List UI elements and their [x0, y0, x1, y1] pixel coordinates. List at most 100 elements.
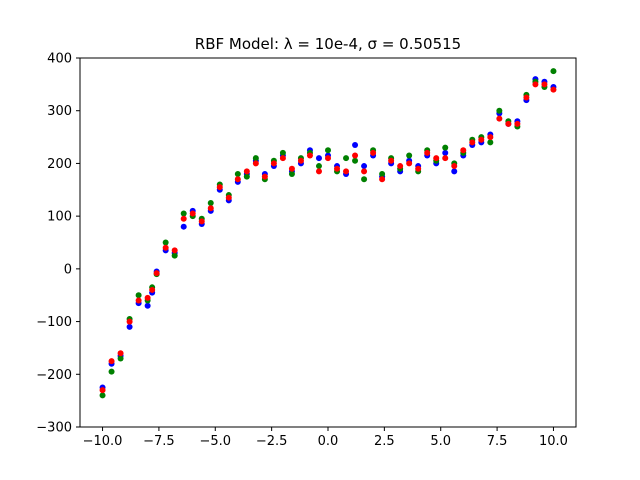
data-point-series-1	[288, 170, 295, 177]
data-point-series-2	[433, 155, 440, 162]
data-point-series-2	[415, 165, 422, 172]
data-point-series-2	[252, 160, 259, 167]
data-point-series-2	[189, 210, 196, 217]
data-point-series-2	[523, 94, 530, 101]
x-tick-label: 10.0	[539, 434, 568, 449]
data-point-series-1	[325, 147, 331, 154]
data-point-series-2	[487, 134, 494, 141]
data-point-series-2	[153, 270, 160, 277]
x-tick-label: 0.0	[318, 434, 339, 449]
data-point-series-2	[406, 160, 413, 167]
data-point-series-2	[288, 165, 295, 172]
data-point-series-2	[478, 136, 485, 143]
data-point-series-1	[352, 157, 359, 164]
y-tick-label: 200	[47, 157, 72, 172]
data-point-series-2	[370, 149, 377, 156]
data-point-series-2	[306, 152, 313, 159]
data-point-series-1	[361, 176, 368, 183]
data-point-series-2	[171, 247, 178, 254]
data-point-series-2	[234, 176, 241, 183]
data-point-series-0	[180, 223, 187, 230]
data-point-series-2	[216, 184, 223, 191]
data-point-series-1	[135, 292, 142, 299]
data-point-series-2	[325, 155, 331, 162]
data-point-series-1	[279, 149, 286, 156]
data-point-series-2	[297, 157, 304, 164]
x-tick-label: 5.0	[430, 434, 451, 449]
data-point-series-1	[379, 170, 386, 177]
data-point-series-2	[334, 165, 341, 172]
data-point-series-2	[243, 168, 250, 175]
data-point-series-2	[126, 318, 133, 325]
data-point-series-1	[487, 139, 494, 146]
data-point-series-1	[406, 152, 413, 159]
data-point-series-1	[171, 252, 178, 259]
y-tick-label: 0	[64, 262, 72, 277]
data-point-series-2	[460, 147, 467, 154]
data-point-series-2	[352, 152, 359, 159]
y-tick-label: 100	[47, 210, 72, 225]
data-point-series-2	[505, 120, 512, 127]
data-point-series-2	[117, 350, 124, 357]
data-point-series-2	[424, 149, 431, 156]
data-point-series-1	[496, 107, 503, 114]
chart-title: RBF Model: λ = 10e-4, σ = 0.50515	[195, 35, 461, 53]
y-tick-label: −200	[36, 368, 72, 383]
data-point-series-2	[541, 81, 548, 88]
data-point-series-0	[352, 141, 359, 148]
data-point-series-2	[379, 176, 386, 183]
data-point-series-2	[270, 160, 277, 167]
data-point-series-1	[207, 199, 214, 206]
x-tick-label: −10.0	[83, 434, 123, 449]
data-point-series-2	[149, 286, 156, 293]
data-point-series-2	[343, 168, 350, 175]
data-point-series-2	[550, 86, 557, 93]
data-point-series-2	[108, 358, 115, 365]
data-point-series-0	[126, 323, 133, 330]
data-point-series-1	[108, 368, 115, 375]
x-tick-label: −2.5	[256, 434, 288, 449]
data-point-series-1	[442, 144, 449, 151]
x-tick-label: −5.0	[199, 434, 231, 449]
data-point-series-2	[388, 157, 395, 164]
data-point-series-2	[162, 244, 169, 251]
x-tick-label: 7.5	[487, 434, 508, 449]
data-point-series-0	[451, 168, 458, 175]
data-point-series-2	[261, 173, 268, 180]
axes-layer: −10.0 −7.5 −5.0 −2.5 0.0 2.5 5.0 7.5 10.0 −300 −20…	[36, 52, 577, 449]
data-point-series-2	[451, 163, 458, 170]
y-tick-label: −100	[36, 315, 72, 330]
data-point-series-2	[198, 218, 205, 225]
y-tick-label: 400	[47, 52, 72, 67]
data-point-series-2	[99, 387, 106, 394]
data-point-series-2	[279, 155, 286, 162]
points-layer	[99, 68, 557, 399]
data-point-series-1	[162, 239, 169, 246]
data-point-series-2	[397, 163, 404, 170]
data-point-series-1	[343, 155, 350, 162]
data-point-series-2	[315, 168, 322, 175]
data-point-series-2	[532, 81, 539, 88]
data-point-series-2	[135, 297, 142, 304]
data-point-series-0	[315, 155, 322, 162]
data-point-series-0	[442, 149, 449, 156]
data-point-series-1	[550, 68, 557, 75]
y-tick-label: 300	[47, 104, 72, 119]
data-point-series-2	[442, 155, 449, 162]
data-point-series-0	[144, 302, 151, 309]
data-point-series-1	[234, 170, 241, 177]
data-point-series-2	[496, 115, 503, 122]
data-point-series-2	[469, 139, 476, 146]
data-point-series-0	[361, 163, 368, 170]
data-point-series-1	[117, 355, 124, 362]
x-tick-label: 2.5	[374, 434, 395, 449]
data-point-series-2	[514, 120, 521, 127]
data-point-series-1	[99, 392, 106, 399]
x-tick-label: −7.5	[143, 434, 175, 449]
y-tick-label: −300	[36, 421, 72, 436]
data-point-series-1	[180, 210, 187, 217]
data-point-series-1	[252, 155, 259, 162]
data-point-series-2	[225, 194, 232, 201]
